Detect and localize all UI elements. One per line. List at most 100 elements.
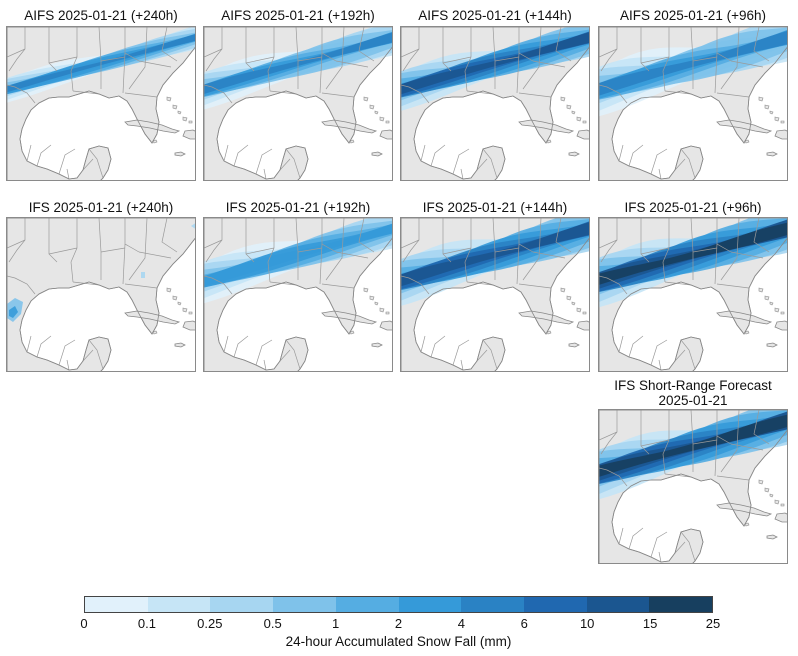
island-bahamas [780, 311, 785, 315]
island-cuba [716, 502, 773, 517]
island-bahamas [560, 96, 566, 102]
map-panel-ifs-144h [400, 217, 590, 372]
panel-title-ifs-144h: IFS 2025-01-21 (+144h) [422, 200, 568, 215]
colorbar-tick-label: 25 [705, 616, 721, 631]
political-border [650, 531, 668, 558]
political-border [674, 349, 686, 362]
island-hispaniola [576, 320, 589, 331]
political-border [401, 84, 430, 104]
political-border [628, 527, 644, 550]
island-bahamas [363, 96, 369, 102]
political-border [58, 339, 76, 366]
island-bahamas [188, 311, 193, 315]
island-hispaniola [774, 512, 787, 523]
political-border [430, 335, 446, 358]
political-border [319, 243, 323, 285]
political-border [267, 27, 275, 92]
coastline [7, 218, 195, 371]
political-border [599, 431, 618, 441]
island-jamaica [766, 151, 778, 157]
island-caymans [546, 139, 552, 144]
snowfall-contour [9, 306, 18, 318]
political-border [8, 27, 26, 72]
political-border [66, 359, 70, 371]
island-caymans [744, 139, 750, 144]
panel-title-aifs-240h: AIFS 2025-01-21 (+240h) [24, 8, 178, 23]
political-border [70, 218, 78, 283]
political-border [82, 349, 94, 362]
island-jamaica [568, 151, 580, 157]
colorbar-segment [523, 597, 587, 612]
political-border [452, 148, 470, 175]
island-bahamas [374, 301, 379, 306]
political-border [401, 239, 420, 249]
island-jamaica [371, 342, 383, 348]
political-border [692, 56, 718, 62]
island-bahamas [369, 104, 375, 110]
political-border [7, 275, 36, 295]
coastline [599, 27, 787, 180]
political-border [7, 239, 26, 249]
island-cuba [716, 119, 773, 134]
island-cuba [518, 119, 575, 134]
political-border [223, 144, 229, 162]
political-border [269, 281, 297, 286]
political-border [100, 247, 126, 253]
political-border [664, 473, 692, 478]
political-border [692, 439, 718, 445]
island-jamaica [568, 342, 580, 348]
island-cuba [321, 310, 378, 325]
island-cuba [321, 119, 378, 134]
colorbar-tick-label: 15 [642, 616, 658, 631]
snowfall-contour [141, 272, 145, 278]
political-border [233, 144, 249, 167]
island-bahamas [177, 110, 182, 115]
political-border [402, 27, 420, 72]
political-border [66, 168, 70, 180]
island-bahamas [363, 287, 369, 293]
island-bahamas [166, 96, 172, 102]
island-bahamas [172, 104, 178, 110]
island-hispaniola [576, 129, 589, 140]
political-border [335, 60, 369, 68]
political-border [358, 218, 375, 253]
political-border [48, 56, 78, 64]
political-border [321, 92, 355, 98]
political-border [522, 218, 542, 281]
political-border [122, 243, 126, 285]
island-bahamas [374, 110, 379, 115]
island-bahamas [764, 295, 770, 301]
island-bahamas [182, 116, 188, 122]
coastline [204, 27, 392, 180]
political-border [680, 339, 696, 370]
political-border [223, 335, 229, 353]
colorbar-segment [85, 597, 148, 612]
political-border [600, 218, 618, 263]
map-panel-aifs-96h [598, 26, 788, 181]
political-border [279, 349, 291, 362]
political-border [658, 168, 662, 180]
political-border [401, 48, 420, 58]
political-border [516, 52, 520, 94]
island-bahamas [769, 110, 774, 115]
political-border [650, 339, 668, 366]
island-caymans [152, 330, 158, 335]
political-border [138, 60, 172, 68]
island-bahamas [576, 307, 582, 313]
map-panel-aifs-192h [203, 26, 393, 181]
political-border [245, 56, 275, 64]
political-border [692, 247, 718, 253]
colorbar-segment [586, 597, 650, 612]
political-border [70, 27, 78, 92]
colorbar-segment [398, 597, 462, 612]
political-border [680, 148, 696, 179]
island-bahamas [582, 120, 587, 124]
political-border [714, 243, 718, 285]
political-border [36, 144, 52, 167]
island-bahamas [560, 287, 566, 293]
political-border [662, 218, 670, 283]
political-border [255, 339, 273, 366]
panel-title-ifs-short-range: IFS Short-Range Forecast [614, 378, 772, 393]
island-hispaniola [379, 320, 392, 331]
panel-title-aifs-144h: AIFS 2025-01-21 (+144h) [418, 8, 572, 23]
